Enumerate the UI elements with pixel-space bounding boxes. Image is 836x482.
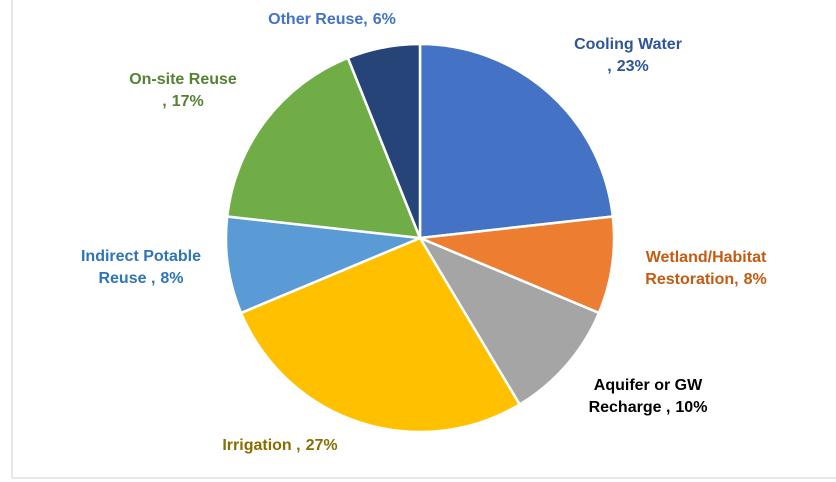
category-label: Aquifer or GW Recharge , xyxy=(588,377,703,416)
value-label: 23% xyxy=(616,58,649,75)
value-label: 8% xyxy=(743,271,767,288)
category-label: Cooling Water , xyxy=(574,36,682,75)
value-label: 27% xyxy=(305,437,338,454)
slice-label: Indirect Potable Reuse , 8% xyxy=(66,246,216,290)
pie-slice xyxy=(225,56,422,240)
slice-label: On-site Reuse , 17% xyxy=(113,69,253,113)
category-label: Wetland/Habitat Restoration, xyxy=(645,249,767,288)
category-label: On-site Reuse , xyxy=(129,71,237,110)
value-label: 8% xyxy=(160,270,184,287)
pie-slice xyxy=(346,42,422,239)
pie-slice xyxy=(416,235,601,407)
category-label: Indirect Potable Reuse , xyxy=(80,248,202,287)
value-label: 10% xyxy=(675,399,708,416)
pie-slice xyxy=(239,236,522,434)
pie-slice xyxy=(224,215,425,315)
slice-label: Wetland/Habitat Restoration, 8% xyxy=(631,247,781,291)
value-label: 17% xyxy=(171,93,204,110)
category-label: Irrigation , xyxy=(222,437,301,454)
slice-label: Irrigation , 27% xyxy=(130,435,430,457)
pie-slice xyxy=(418,42,615,240)
category-label: Other Reuse, xyxy=(268,11,368,28)
slice-label: Other Reuse, 6% xyxy=(182,9,482,31)
pie-slice xyxy=(415,215,616,315)
slice-label: Cooling Water , 23% xyxy=(553,34,703,78)
value-label: 6% xyxy=(372,11,396,28)
slice-label: Aquifer or GW Recharge , 10% xyxy=(578,375,718,419)
